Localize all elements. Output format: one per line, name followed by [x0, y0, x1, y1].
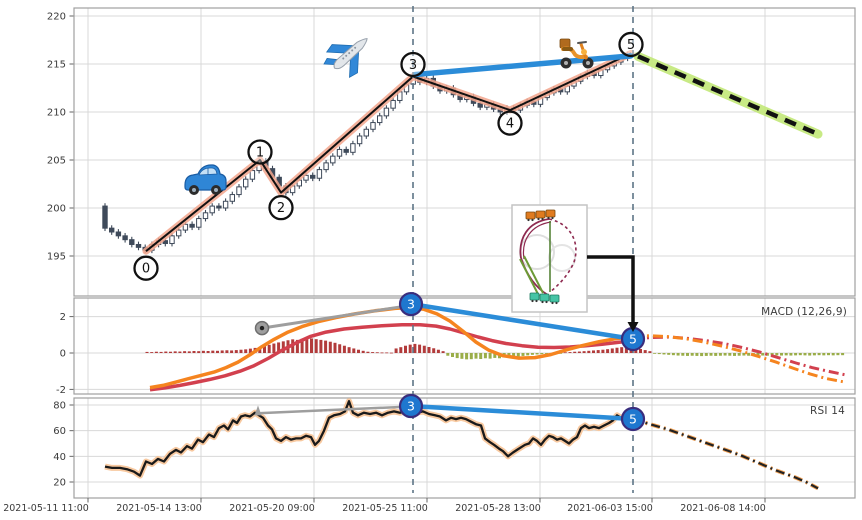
- macd-gray-trendline: [261, 303, 412, 330]
- pivot-circle-1: 1: [247, 139, 273, 165]
- svg-text:4: 4: [506, 117, 514, 132]
- price-ytick-label: 215: [47, 60, 66, 71]
- x-tick-label: 2021-05-25 11:00: [342, 503, 428, 514]
- svg-text:1: 1: [256, 146, 264, 161]
- rsi-ytick-label: 60: [53, 426, 66, 437]
- macd-ytick-label: 2: [60, 312, 66, 323]
- macd-signal-line: [149, 323, 634, 392]
- x-tick-label: 2021-06-03 15:00: [567, 503, 653, 514]
- scooter-emoji: [559, 38, 594, 69]
- svg-text:5: 5: [629, 331, 637, 346]
- macd-trendline-3-5: [408, 301, 636, 342]
- rsi-ytick-label: 40: [53, 452, 66, 463]
- price-trendline-3-5: [412, 53, 634, 78]
- rsi-gray-trendline: [257, 405, 412, 415]
- price-ytick-label: 210: [47, 108, 66, 119]
- macd-gray-dot-center: [259, 325, 265, 331]
- forecast-dashed-line: [637, 54, 819, 137]
- rsi-forecast-glow: [632, 417, 819, 491]
- price-ytick-label: 220: [47, 12, 66, 23]
- svg-text:2: 2: [277, 201, 285, 216]
- pivot-circle-0: 0: [133, 255, 159, 281]
- svg-text:3: 3: [407, 296, 415, 311]
- rsi-ytick-label: 20: [53, 477, 66, 488]
- price-ytick-label: 200: [47, 204, 66, 215]
- rsi-marker-5: 5: [620, 406, 646, 432]
- macd-ytick-label: -2: [56, 385, 66, 396]
- x-tick-label: 2021-05-14 13:00: [116, 503, 202, 514]
- svg-text:5: 5: [629, 411, 637, 426]
- svg-text:3: 3: [407, 398, 415, 413]
- x-tick-label: 2021-05-28 13:00: [455, 503, 541, 514]
- x-tick-label: 2021-05-20 09:00: [229, 503, 315, 514]
- zigzag-line: [145, 52, 632, 252]
- pivot-circle-5: 5: [618, 31, 644, 58]
- roller-coaster-inset: [511, 204, 588, 313]
- rsi-trendline-3-5: [408, 403, 636, 422]
- svg-text:5: 5: [627, 38, 635, 53]
- svg-text:3: 3: [409, 58, 417, 73]
- rsi-line: [104, 400, 634, 477]
- macd-panel-label: MACD (12,26,9): [761, 306, 847, 318]
- rsi-panel-grid: 20 40 60 80: [53, 397, 856, 499]
- rsi-panel-label: RSI 14: [810, 405, 845, 417]
- svg-text:0: 0: [142, 262, 150, 277]
- rsi-ytick-label: 80: [53, 401, 66, 412]
- x-tick-label: 2021-06-08 14:00: [680, 503, 766, 514]
- rsi-gray-caret: [254, 405, 262, 416]
- price-ytick-label: 205: [47, 156, 66, 167]
- x-axis: 2021-05-11 11:00 2021-05-14 13:00 2021-05-…: [3, 498, 766, 514]
- rsi-marker-3: 3: [398, 393, 424, 419]
- macd-panel-grid: -2 0 2: [56, 297, 856, 396]
- price-ytick-label: 195: [47, 252, 66, 263]
- rsi-forecast: [632, 418, 819, 490]
- pivot-circle-2: 2: [268, 194, 294, 221]
- macd-signal-forecast: [632, 335, 846, 377]
- macd-forecast: [632, 334, 846, 384]
- macd-marker-3: 3: [398, 291, 424, 317]
- x-tick-label: 2021-05-11 11:00: [3, 503, 89, 514]
- pivot-circle-4: 4: [497, 110, 523, 136]
- pivot-circle-3: 3: [400, 51, 426, 78]
- macd-ytick-label: 0: [60, 349, 66, 360]
- airplane-emoji: [323, 38, 368, 79]
- car-emoji: [184, 164, 227, 195]
- arrow-to-macd-5: [587, 255, 639, 332]
